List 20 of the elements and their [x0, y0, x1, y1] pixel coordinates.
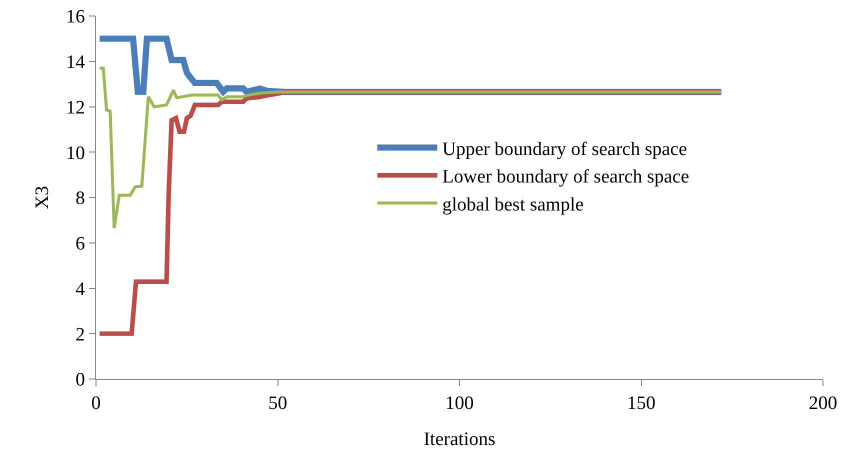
y-tick-label: 8 — [76, 188, 86, 210]
y-axis-title: X3 — [32, 186, 53, 210]
legend-label: global best sample — [442, 194, 584, 216]
y-tick-label: 6 — [76, 234, 86, 255]
x-tick-label: 100 — [445, 392, 474, 414]
y-tick-label: 0 — [76, 370, 86, 391]
legend-label: Upper boundary of search space — [442, 138, 688, 160]
y-tick-label: 4 — [76, 278, 86, 300]
x-tick-label: 200 — [808, 392, 838, 414]
y-tick-label: 12 — [66, 97, 86, 118]
x-tick-label: 150 — [627, 392, 656, 414]
x-axis-title: Iterations — [424, 428, 496, 450]
y-tick-label: 10 — [66, 142, 86, 164]
y-tick-label: 2 — [76, 324, 86, 346]
y-tick-label: 16 — [66, 6, 86, 28]
x-tick-label: 50 — [268, 392, 288, 414]
x-tick-label: 0 — [91, 392, 101, 414]
y-tick-label: 14 — [66, 52, 86, 74]
legend-label: Lower boundary of search space — [442, 166, 690, 188]
line-series — [98, 66, 723, 230]
